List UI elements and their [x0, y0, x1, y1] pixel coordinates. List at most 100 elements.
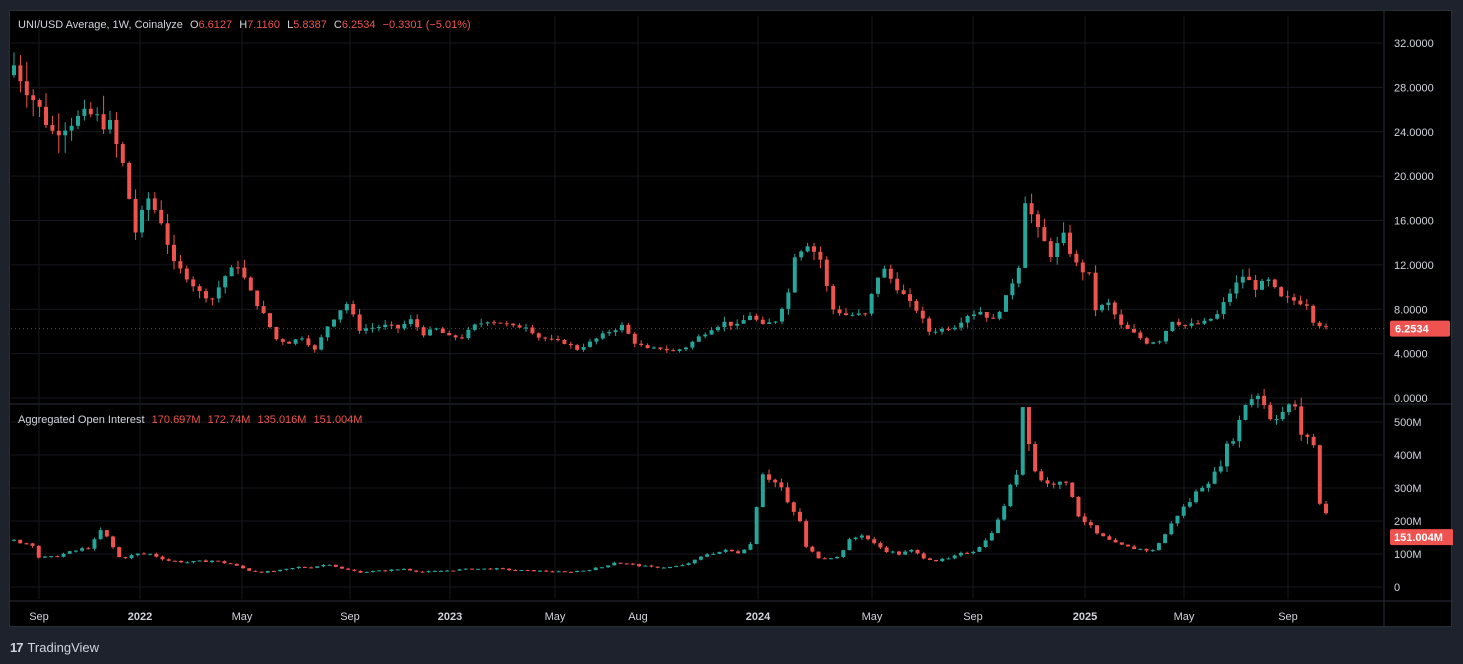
- oi-candle: [575, 570, 580, 573]
- price-last-badge: [1390, 320, 1450, 337]
- price-candle: [696, 336, 701, 342]
- chart-canvas[interactable]: 32.0000 28.0000 24.0000 20.0000 16.0000 12.00…: [10, 11, 1453, 628]
- oi-candle: [940, 558, 945, 562]
- oi-candle: [408, 568, 413, 571]
- price-candle: [114, 119, 119, 145]
- oi-candle: [482, 568, 487, 570]
- price-tick-label: 0.0000: [1394, 393, 1428, 405]
- price-candle: [1144, 338, 1149, 344]
- price-candle: [1093, 272, 1098, 311]
- price-candle: [280, 339, 285, 342]
- price-candle: [876, 277, 880, 294]
- price-candle: [882, 268, 887, 278]
- oi-candle: [618, 562, 623, 564]
- price-candle: [1279, 287, 1284, 297]
- price-candle: [37, 100, 42, 107]
- price-candle: [472, 324, 477, 330]
- oi-candle: [302, 566, 307, 568]
- oi-candle: [210, 560, 215, 563]
- oi-candle: [370, 571, 375, 573]
- oi-candle: [426, 571, 431, 573]
- price-candle: [1068, 232, 1072, 254]
- oi-candle: [668, 566, 672, 568]
- oi-candle: [296, 566, 301, 569]
- oi-candle: [284, 568, 289, 570]
- oi-candle: [692, 559, 697, 564]
- oi-candle: [723, 549, 728, 552]
- price-candle: [1029, 203, 1034, 215]
- oi-candle: [593, 567, 598, 571]
- price-candle: [1324, 326, 1328, 328]
- oi-candle: [1286, 404, 1291, 413]
- price-candle: [1183, 324, 1188, 326]
- price-candle: [498, 322, 503, 324]
- oi-candle: [1163, 534, 1168, 544]
- oi-candle: [395, 569, 400, 571]
- price-candle: [735, 323, 740, 326]
- oi-candle: [141, 553, 146, 555]
- price-candle: [1202, 320, 1207, 324]
- oi-tick-label: 500M: [1394, 417, 1422, 429]
- price-candle: [88, 108, 93, 115]
- price-candle: [223, 276, 228, 288]
- price-candle: [978, 312, 983, 315]
- price-candle: [1042, 227, 1047, 242]
- price-candle: [248, 277, 253, 291]
- price-candle: [767, 322, 772, 324]
- price-candle: [607, 332, 612, 334]
- price-candle: [831, 285, 836, 310]
- price-candle: [1132, 329, 1136, 333]
- price-candle: [1125, 324, 1130, 330]
- oi-candle: [872, 539, 877, 544]
- price-candle: [1266, 279, 1271, 281]
- price-candle: [447, 332, 452, 336]
- price-candle: [594, 338, 599, 342]
- price-candle: [24, 81, 29, 96]
- oi-candle: [1002, 506, 1007, 520]
- oi-legend: Aggregated Open Interest 170.697M 172.74…: [18, 414, 366, 426]
- price-candle: [920, 310, 925, 319]
- oi-candle: [414, 570, 419, 572]
- oi-candle: [420, 571, 425, 573]
- oi-candle: [698, 556, 703, 560]
- price-candle: [901, 290, 906, 295]
- time-tick-label: Sep: [340, 611, 360, 623]
- oi-candle: [816, 551, 821, 559]
- oi-candle: [1082, 516, 1087, 523]
- price-candle: [946, 328, 951, 330]
- price-candle: [1272, 279, 1277, 288]
- oi-candle: [1132, 546, 1137, 550]
- oi-candle: [401, 568, 406, 570]
- oi-candle: [1262, 395, 1267, 406]
- oi-candle: [896, 551, 901, 555]
- oi-candle: [606, 565, 611, 568]
- tradingview-footer[interactable]: 17 TradingView: [10, 636, 99, 658]
- price-candle: [600, 333, 605, 339]
- oi-candle: [117, 547, 122, 558]
- oi-candle: [148, 553, 153, 555]
- price-candle: [504, 323, 509, 325]
- price-candle: [543, 337, 548, 339]
- oi-candle: [1249, 399, 1254, 406]
- time-tick-label: May: [232, 611, 253, 623]
- oi-candle: [36, 545, 41, 558]
- price-candle: [351, 304, 356, 315]
- oi-candle: [934, 559, 939, 562]
- price-candle: [1080, 262, 1085, 273]
- oi-candle: [1311, 436, 1316, 446]
- price-candle: [133, 198, 138, 233]
- price-candle: [1004, 295, 1008, 312]
- price-candle: [773, 321, 778, 323]
- price-candle: [517, 325, 522, 328]
- oi-candle: [500, 568, 505, 570]
- oi-candle: [389, 569, 394, 572]
- oi-candle: [711, 553, 716, 555]
- oi-candle: [785, 487, 790, 503]
- price-symbol: UNI/USD Average, 1W, Coinalyze: [18, 19, 183, 31]
- oi-candle: [1026, 407, 1031, 444]
- oi-candle: [952, 555, 957, 559]
- oi-candle: [1076, 496, 1081, 517]
- price-candle: [511, 323, 516, 326]
- price-candle: [613, 330, 618, 333]
- price-candle: [684, 347, 688, 350]
